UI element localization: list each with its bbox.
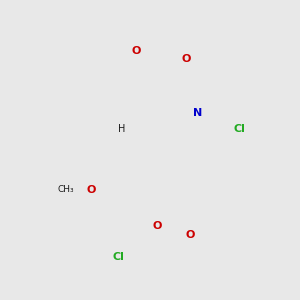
Text: N: N	[193, 108, 203, 118]
Text: O: O	[86, 184, 96, 195]
Text: Cl: Cl	[112, 252, 124, 262]
Text: O: O	[186, 230, 195, 240]
Text: O: O	[153, 221, 162, 231]
Text: H: H	[118, 124, 125, 134]
Text: Cl: Cl	[234, 124, 245, 134]
Text: O: O	[132, 46, 141, 56]
Text: CH₃: CH₃	[57, 185, 74, 194]
Text: O: O	[181, 54, 190, 64]
